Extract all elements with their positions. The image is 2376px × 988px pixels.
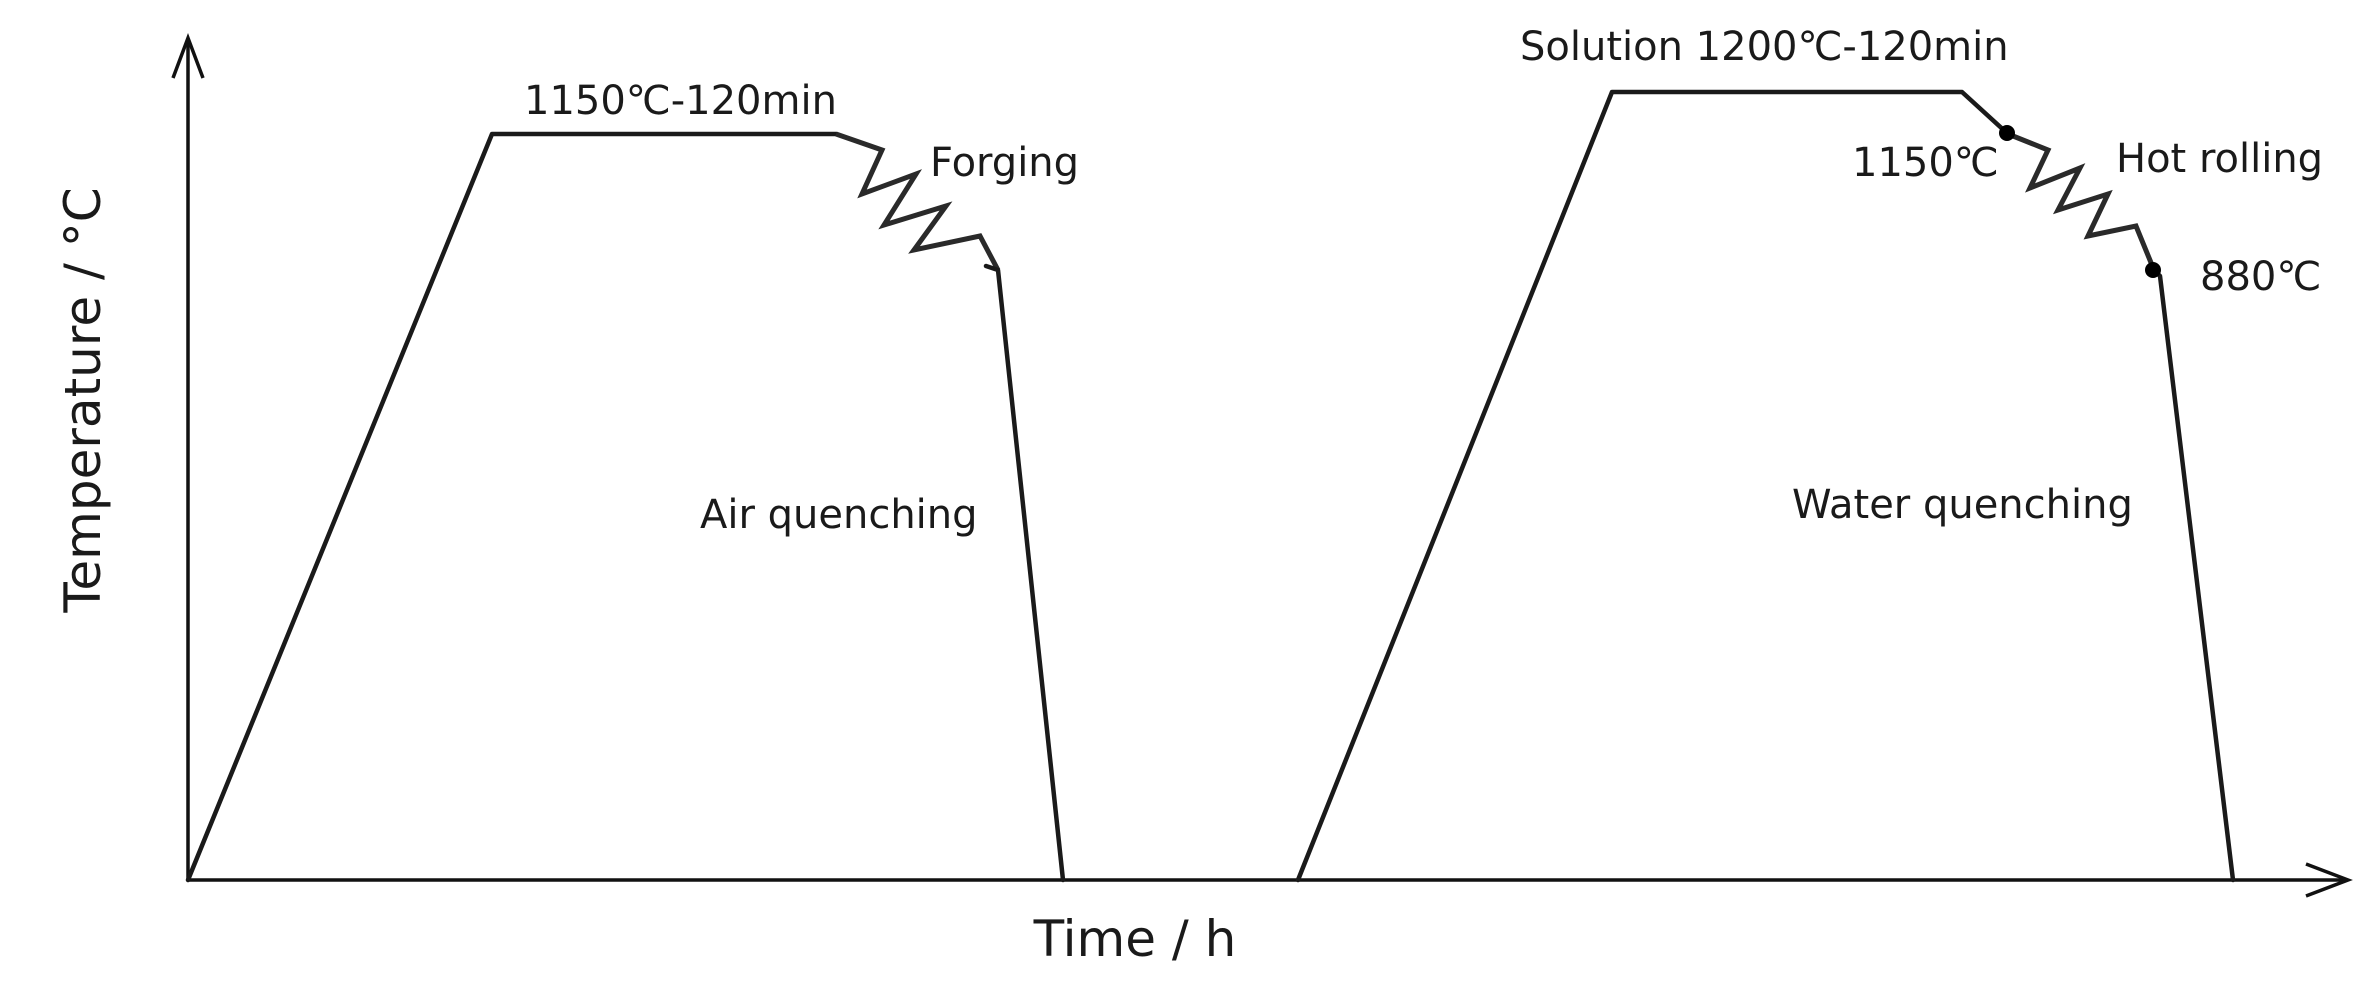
process-1-hold-label: 1150℃-120min [524, 78, 837, 124]
process-2-water-quenching-label: Water quenching [1792, 482, 2133, 528]
x-axis-label: Time / h [1033, 910, 1237, 968]
process-1-air-quenching [983, 263, 1066, 883]
process-2-curve [1295, 89, 2236, 883]
process-1-air-quenching-label: Air quenching [700, 492, 978, 538]
process-2-water-quenching [2149, 265, 2236, 883]
y-axis-label: Temperature / °C [54, 187, 112, 613]
process-1-forging-zigzag [835, 131, 1001, 272]
process-2-hot-rolling-label: Hot rolling [2116, 136, 2323, 182]
process-2-1150-label: 1150℃ [1852, 140, 1999, 186]
marker-1150-dot [1999, 125, 2015, 141]
process-1-forging-label: Forging [930, 140, 1079, 186]
process-2-hot-rolling-zigzag [2007, 131, 2157, 271]
marker-880-dot [2145, 262, 2161, 278]
process-1-curve [185, 131, 1066, 883]
process-2-solution-label: Solution 1200℃-120min [1520, 24, 2009, 70]
x-axis-arrowhead [2305, 862, 2353, 898]
process-2-heating-and-hold [1295, 89, 2011, 883]
axes [171, 33, 2353, 898]
y-axis-arrowhead [171, 33, 205, 79]
process-1-heating-and-hold [185, 131, 839, 883]
process-2-880-label: 880℃ [2200, 254, 2321, 300]
